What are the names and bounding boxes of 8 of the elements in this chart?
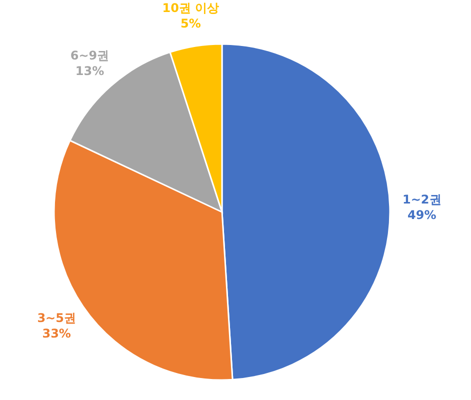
slice-label: 6~9권 [70,48,110,63]
data-label: 33% [42,326,71,341]
data-label: 5% [180,16,201,31]
data-label: 49% [408,208,436,222]
slice-label: 1~2권 [402,192,442,206]
data-label: 13% [75,64,104,78]
slice-label: 10권 이상 [162,1,220,16]
slice-label: 3~5권 [37,311,76,326]
